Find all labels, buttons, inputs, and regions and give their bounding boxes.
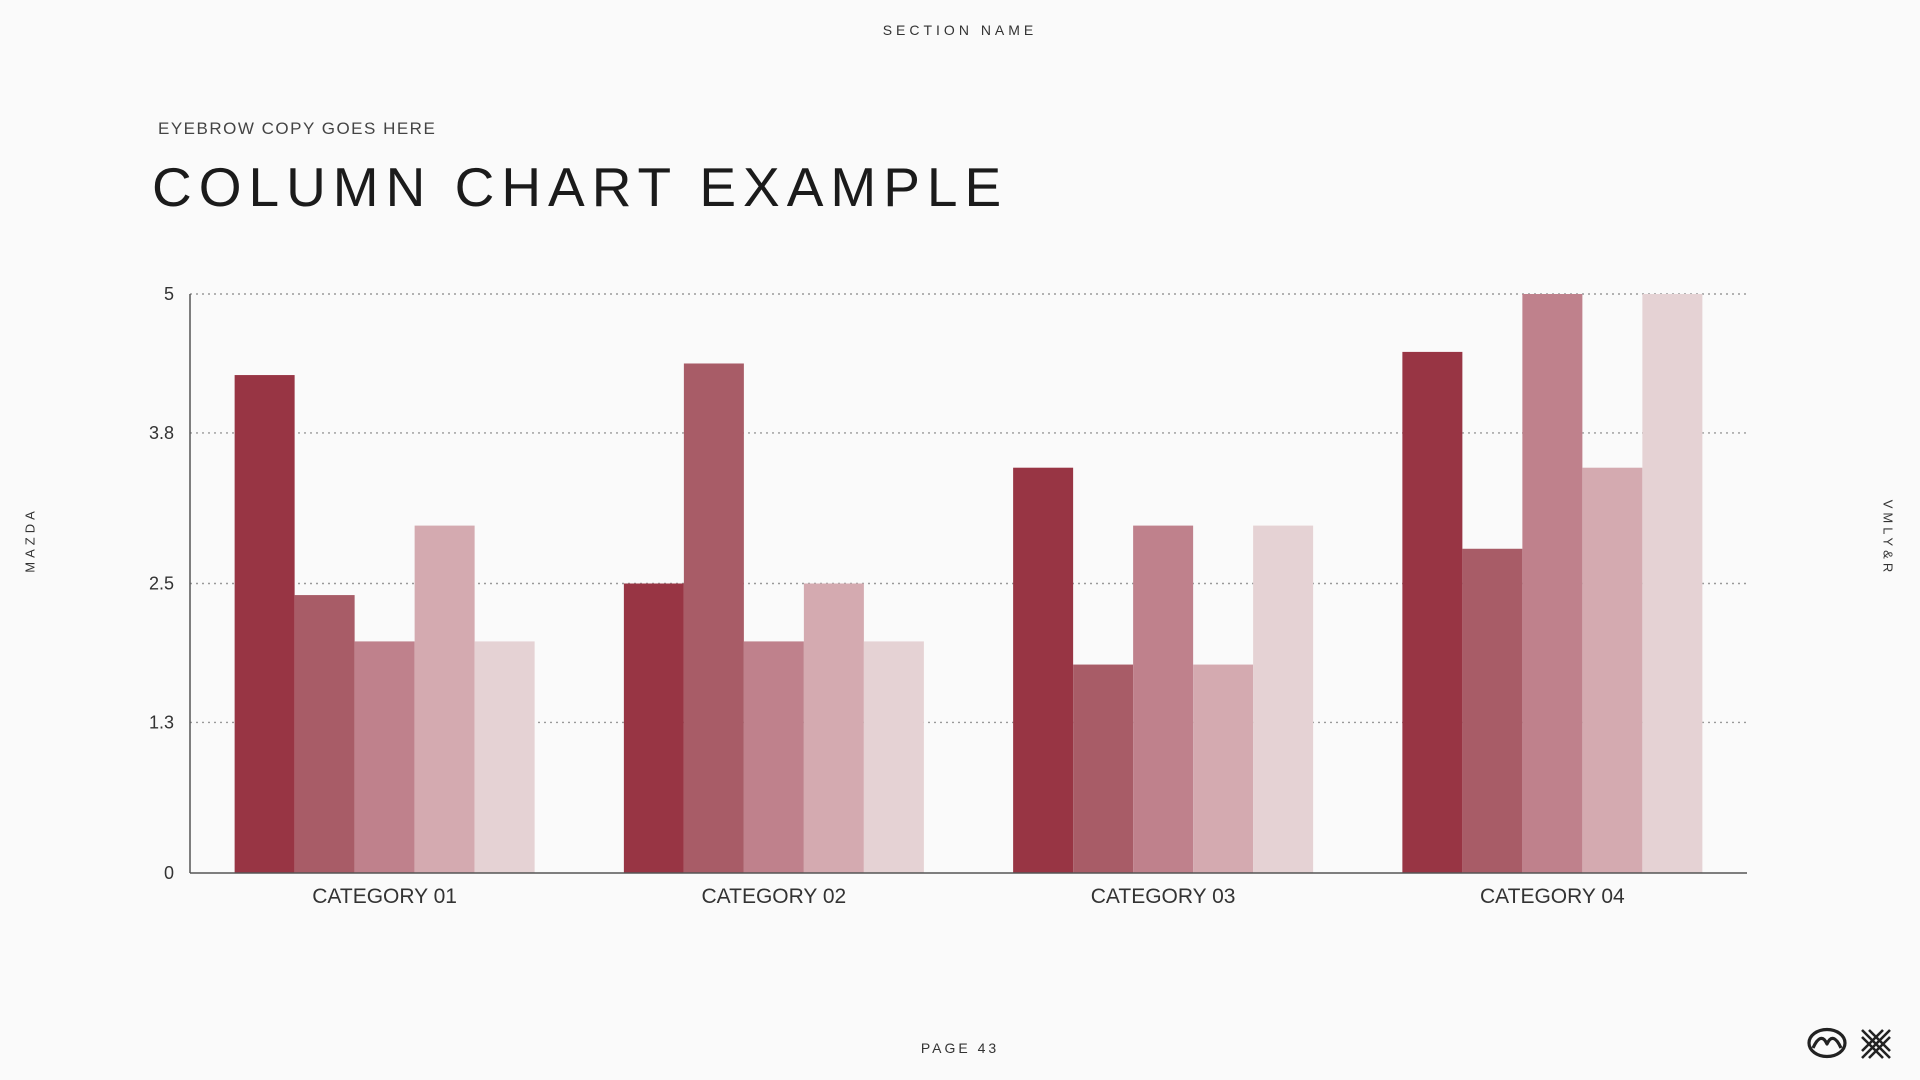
bar <box>1073 664 1134 873</box>
page-number: PAGE 43 <box>920 1040 1000 1056</box>
bar <box>1193 664 1254 873</box>
bar <box>1582 467 1643 873</box>
bar <box>803 583 864 873</box>
bar <box>1133 525 1194 873</box>
x-category-label: CATEGORY 02 <box>702 885 847 908</box>
bar <box>234 375 295 873</box>
bar <box>354 641 415 873</box>
bar <box>1522 294 1583 873</box>
y-tick-label: 5 <box>164 284 174 304</box>
page-title: COLUMN CHART EXAMPLE <box>152 156 1009 218</box>
x-category-label: CATEGORY 04 <box>1480 885 1625 908</box>
y-tick-label: 3.8 <box>149 423 174 443</box>
mazda-logo-icon <box>1807 1027 1847 1059</box>
x-category-label: CATEGORY 01 <box>312 885 457 908</box>
x-mark-logo-icon <box>1861 1029 1891 1059</box>
x-category-label: CATEGORY 03 <box>1091 885 1236 908</box>
bar <box>1013 467 1074 873</box>
bar <box>1642 294 1703 873</box>
eyebrow-copy: EYEBROW COPY GOES HERE <box>158 119 437 138</box>
bar <box>414 525 475 873</box>
bar <box>623 583 684 873</box>
bar <box>294 595 355 873</box>
y-tick-label: 0 <box>164 863 174 883</box>
bar <box>743 641 804 873</box>
y-tick-label: 1.3 <box>149 712 174 732</box>
bar <box>1462 548 1523 873</box>
y-tick-label: 2.5 <box>149 574 174 594</box>
bar <box>1402 351 1463 873</box>
bar <box>683 363 744 873</box>
bar <box>1253 525 1314 873</box>
bar <box>474 641 535 873</box>
bar <box>863 641 924 873</box>
section-name: SECTION NAME <box>882 22 1038 38</box>
